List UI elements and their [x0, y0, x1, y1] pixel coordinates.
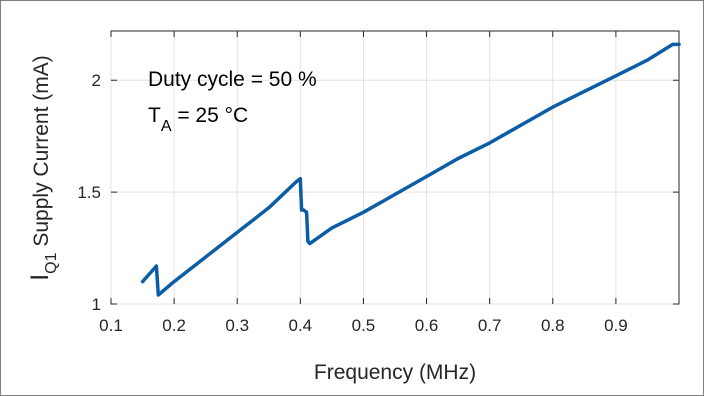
series-lines — [140, 42, 681, 297]
annotation-temperature: TA = 25 °C — [148, 104, 248, 135]
tick-marks — [110, 31, 679, 305]
x-tick-label: 0.1 — [99, 316, 123, 335]
annotation-temperature-symbol: T — [148, 104, 161, 127]
y-axis-label-rest: Supply Current (mA) — [30, 55, 53, 252]
y-axis-label: IQ1 Supply Current (mA) — [26, 55, 60, 281]
x-tick-label: 0.4 — [289, 316, 313, 335]
annotation-temperature-value: = 25 °C — [172, 104, 249, 127]
y-axis-label-symbol: I — [26, 274, 54, 281]
x-tick-label: 0.5 — [352, 316, 376, 335]
x-tick-labels: 0.1 0.2 0.3 0.4 0.5 0.6 0.7 0.8 0.9 — [99, 316, 628, 335]
x-tick-label: 0.9 — [604, 316, 628, 335]
x-tick-label: 0.2 — [162, 316, 186, 335]
supply-current-line — [140, 42, 681, 297]
y-tick-label: 1 — [92, 295, 101, 314]
x-axis-label: Frequency (MHz) — [314, 361, 476, 384]
y-tick-label: 2 — [92, 71, 101, 90]
x-tick-label: 0.8 — [541, 316, 565, 335]
y-tick-label: 1.5 — [77, 183, 101, 202]
y-tick-labels: 11.52 — [77, 71, 101, 314]
y-axis-label-subscript: Q1 — [43, 252, 60, 273]
x-tick-label: 0.7 — [478, 316, 502, 335]
grid-lines — [110, 31, 679, 305]
annotation-temperature-subscript: A — [161, 118, 172, 135]
annotation-duty-cycle: Duty cycle = 50 % — [148, 68, 317, 91]
x-tick-label: 0.3 — [225, 316, 249, 335]
x-tick-label: 0.6 — [415, 316, 439, 335]
